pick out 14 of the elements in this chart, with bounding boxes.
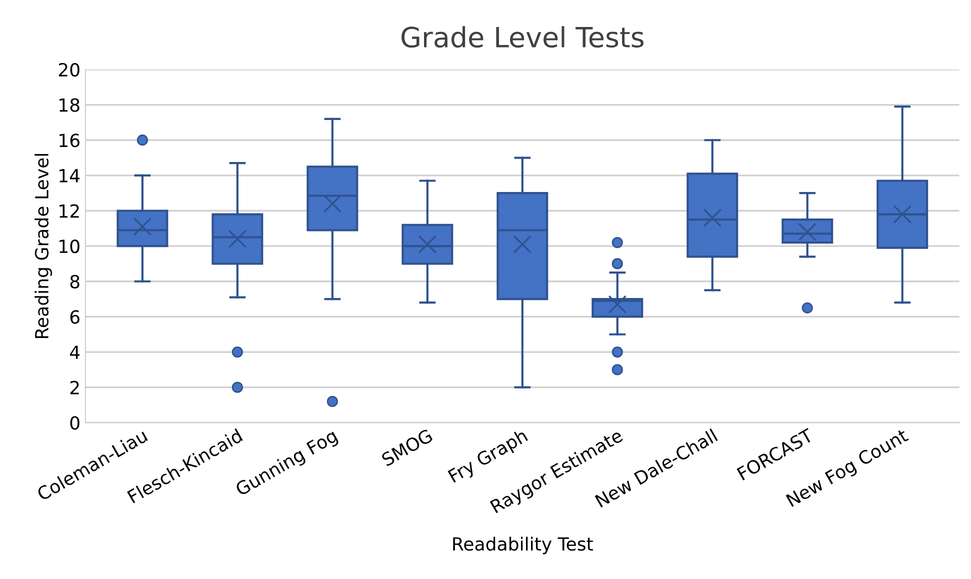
- y-tick-label: 0: [70, 416, 80, 430]
- y-tick-label: 14: [60, 169, 80, 182]
- y-tick-label: 10: [60, 240, 80, 254]
- y-tick-label: 16: [60, 134, 80, 148]
- y-tick-label: 8: [70, 274, 80, 289]
- y-axis-title: Reading Grade Level: [34, 154, 52, 338]
- y-tick-label: 4: [70, 346, 80, 359]
- y-tick-label: 12: [60, 204, 79, 218]
- chart-title: Grade Level Tests: [402, 26, 644, 48]
- y-tick-label: 18: [60, 98, 80, 112]
- y-tick-label: 6: [70, 310, 80, 324]
- y-tick-label: 2: [70, 380, 79, 394]
- x-axis-title: Readability Test: [453, 536, 593, 554]
- y-tick-label: 20: [58, 62, 80, 77]
